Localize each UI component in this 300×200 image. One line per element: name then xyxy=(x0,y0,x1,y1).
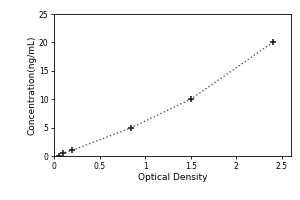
Y-axis label: Concentration(ng/mL): Concentration(ng/mL) xyxy=(27,35,36,135)
X-axis label: Optical Density: Optical Density xyxy=(138,173,207,182)
